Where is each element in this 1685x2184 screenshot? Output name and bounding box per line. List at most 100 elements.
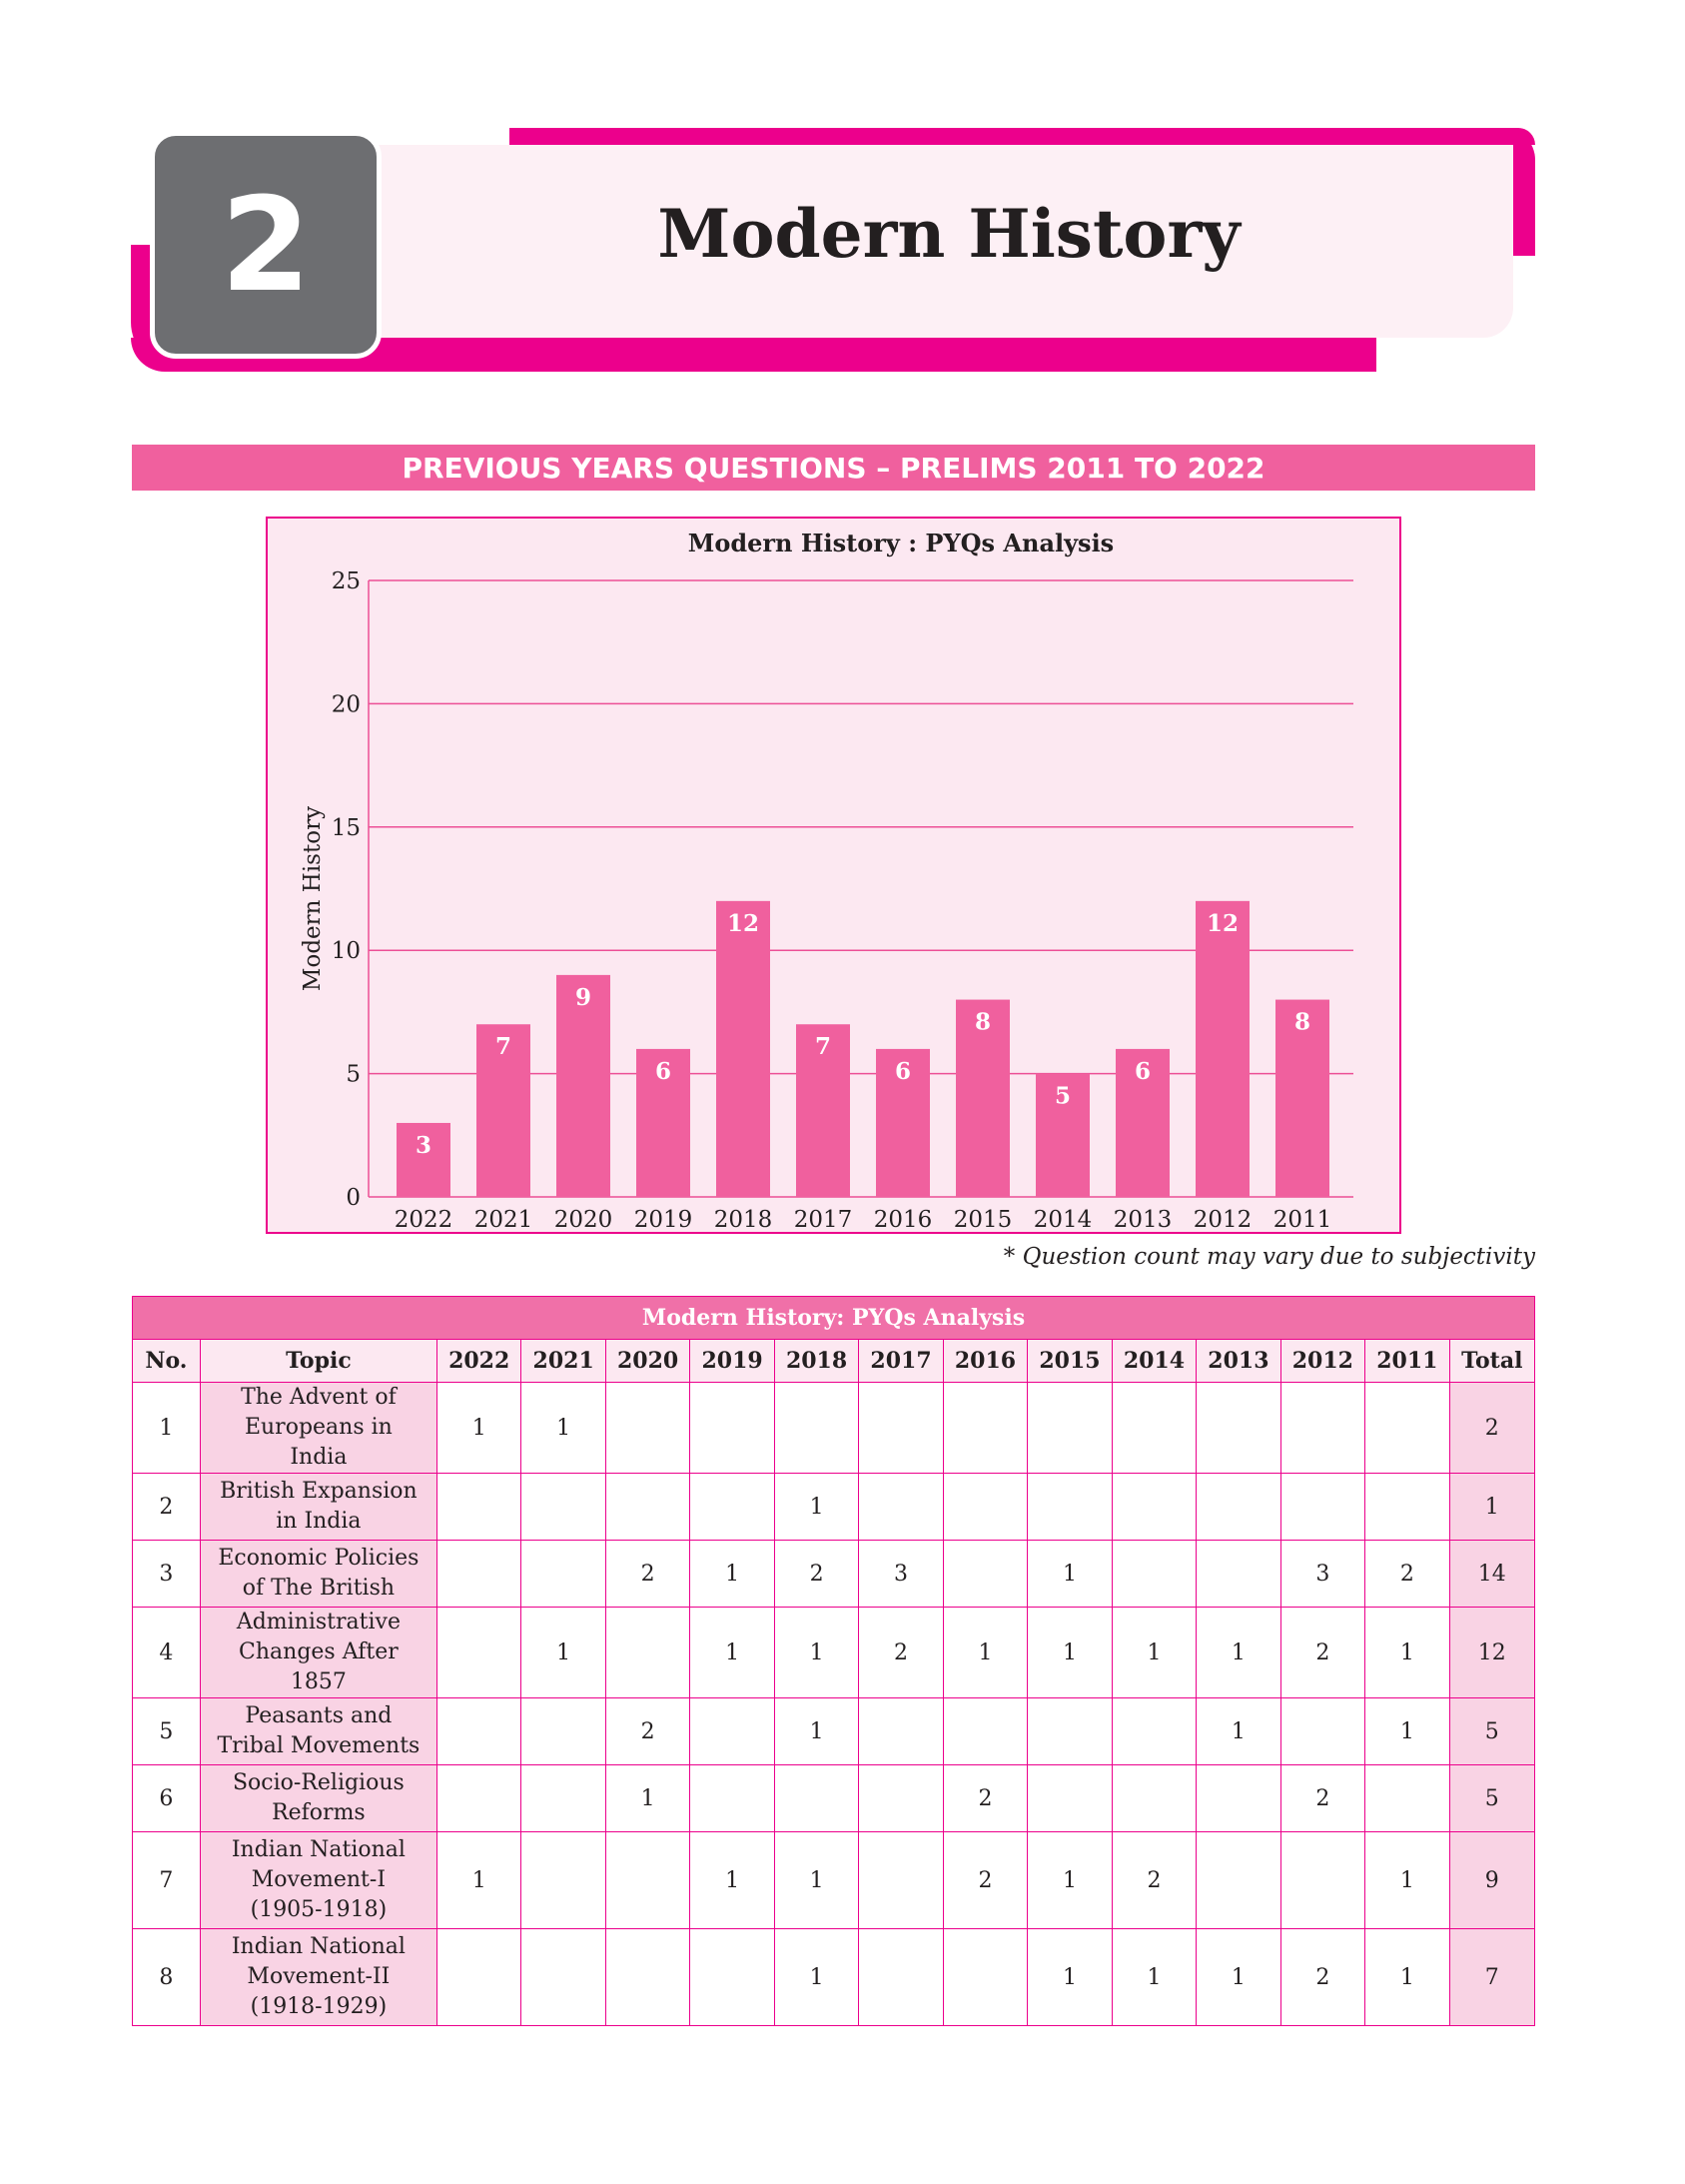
count-cell <box>1196 1764 1281 1832</box>
header-frame-top <box>509 128 1535 145</box>
table-row: 4 Administrative Changes After 1857 1 1 1 2 1 1… <box>132 1607 1536 1698</box>
chart-title: Modern History : PYQs Analysis <box>688 529 1114 557</box>
bar-2015 <box>956 999 1010 1197</box>
x-tick-label: 2020 <box>554 1207 613 1232</box>
count-cell <box>858 1473 944 1541</box>
y-tick-label: 5 <box>346 1062 361 1088</box>
bar-2016 <box>876 1048 930 1197</box>
count-cell <box>520 1831 606 1929</box>
x-tick-label: 2013 <box>1114 1207 1173 1232</box>
bar-value-label: 7 <box>815 1033 831 1060</box>
count-cell: 2 <box>604 1540 691 1608</box>
x-tick-label: 2012 <box>1194 1207 1253 1232</box>
count-cell <box>858 1697 944 1765</box>
column-header: 2013 <box>1196 1339 1281 1383</box>
count-cell <box>520 1697 606 1765</box>
count-cell <box>435 1473 522 1541</box>
table-row: 5 Peasants and Tribal Movements 2 1 1 1 5 <box>132 1697 1536 1765</box>
bar-value-label: 5 <box>1055 1083 1071 1110</box>
column-header: Total <box>1448 1339 1536 1383</box>
count-cell <box>1364 1473 1450 1541</box>
bar-value-label: 6 <box>1135 1058 1151 1085</box>
count-cell: 2 <box>1279 1607 1366 1698</box>
bar-2021 <box>476 1024 530 1197</box>
x-tick-label: 2011 <box>1273 1207 1332 1232</box>
bar-2017 <box>796 1024 850 1197</box>
row-number: 5 <box>132 1697 201 1765</box>
bar-value-label: 12 <box>1207 910 1239 937</box>
table-header-row: No. Topic 2022 2021 2020 2019 2018 2017 2016 2015… <box>132 1339 1536 1383</box>
count-cell <box>1111 1764 1198 1832</box>
count-cell <box>942 1473 1029 1541</box>
count-cell <box>1027 1382 1113 1474</box>
count-cell <box>942 1928 1029 2026</box>
count-cell <box>1027 1697 1113 1765</box>
count-cell <box>689 1473 775 1541</box>
count-cell <box>520 1928 606 2026</box>
count-cell <box>689 1697 775 1765</box>
count-cell: 2 <box>604 1697 691 1765</box>
count-cell: 1 <box>1196 1697 1281 1765</box>
bar-2013 <box>1116 1048 1170 1197</box>
count-cell: 3 <box>858 1540 944 1608</box>
count-cell <box>435 1928 522 2026</box>
count-cell: 2 <box>1111 1831 1198 1929</box>
count-cell: 1 <box>689 1540 775 1608</box>
total-cell: 5 <box>1448 1697 1536 1765</box>
bar-value-label: 3 <box>416 1132 431 1159</box>
column-header: 2011 <box>1364 1339 1450 1383</box>
x-tick-label: 2016 <box>874 1207 933 1232</box>
column-header: 2014 <box>1111 1339 1198 1383</box>
count-cell: 2 <box>1279 1764 1366 1832</box>
table-row: 7 Indian National Movement-I (1905-1918) 1… <box>132 1831 1536 1929</box>
bar-2018 <box>716 900 770 1197</box>
x-tick-label: 2014 <box>1034 1207 1093 1232</box>
count-cell: 1 <box>1364 1831 1450 1929</box>
count-cell: 1 <box>1027 1607 1113 1698</box>
row-number: 2 <box>132 1473 201 1541</box>
count-cell <box>1364 1764 1450 1832</box>
bar-value-label: 12 <box>727 910 759 937</box>
total-cell: 1 <box>1448 1473 1536 1541</box>
column-header: Topic <box>199 1339 437 1383</box>
count-cell: 1 <box>689 1831 775 1929</box>
count-cell <box>1196 1540 1281 1608</box>
count-cell <box>942 1540 1029 1608</box>
topic-cell: Socio-Religious Reforms <box>199 1764 437 1832</box>
count-cell <box>520 1764 606 1832</box>
y-tick-label: 20 <box>332 691 361 717</box>
count-cell <box>1279 1473 1366 1541</box>
count-cell: 1 <box>1027 1540 1113 1608</box>
column-header: No. <box>132 1339 201 1383</box>
count-cell <box>1196 1473 1281 1541</box>
bar-2019 <box>636 1048 690 1197</box>
column-header: 2012 <box>1279 1339 1366 1383</box>
table-row: 3 Economic Policies of The British 2 1 2 3 1 3 2… <box>132 1540 1536 1608</box>
x-tick-label: 2015 <box>954 1207 1013 1232</box>
count-cell <box>1027 1473 1113 1541</box>
count-cell: 1 <box>773 1473 860 1541</box>
total-cell: 12 <box>1448 1607 1536 1698</box>
count-cell: 2 <box>942 1764 1029 1832</box>
count-cell <box>858 1764 944 1832</box>
count-cell <box>520 1473 606 1541</box>
count-cell <box>604 1382 691 1474</box>
count-cell: 1 <box>1196 1607 1281 1698</box>
bar-value-label: 8 <box>1294 1009 1310 1036</box>
count-cell <box>1027 1764 1113 1832</box>
x-tick-label: 2021 <box>474 1207 533 1232</box>
row-number: 8 <box>132 1928 201 2026</box>
count-cell: 2 <box>1279 1928 1366 2026</box>
count-cell: 2 <box>942 1831 1029 1929</box>
count-cell: 1 <box>773 1928 860 2026</box>
total-cell: 5 <box>1448 1764 1536 1832</box>
chapter-title: Modern History <box>657 195 1241 273</box>
count-cell <box>1111 1473 1198 1541</box>
y-tick-label: 15 <box>332 815 361 841</box>
x-tick-label: 2018 <box>714 1207 773 1232</box>
count-cell: 1 <box>604 1764 691 1832</box>
count-cell <box>1111 1540 1198 1608</box>
count-cell: 1 <box>1027 1831 1113 1929</box>
count-cell <box>858 1928 944 2026</box>
